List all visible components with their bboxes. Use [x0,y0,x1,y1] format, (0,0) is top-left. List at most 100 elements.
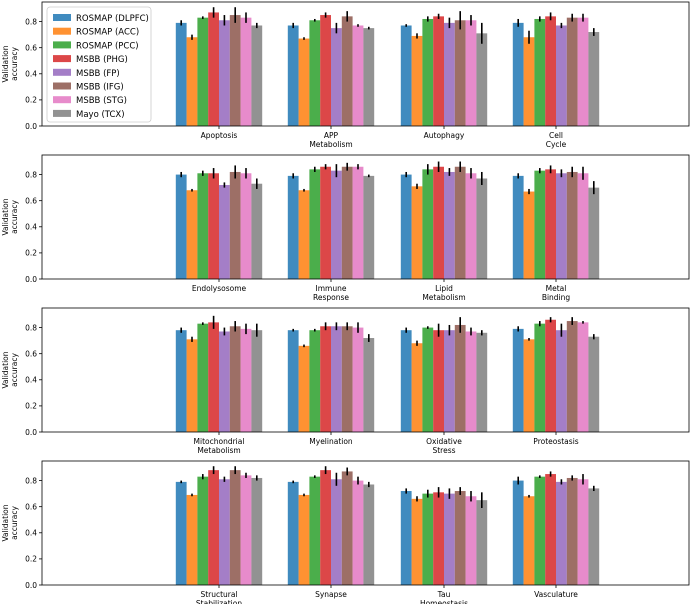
bar [577,322,589,432]
bar [422,169,434,279]
bar [422,493,434,585]
legend-label: ROSMAP (PCC) [76,41,139,51]
bar [229,171,241,279]
bar [476,332,488,432]
bar [287,175,299,279]
legend-label: MSBB (PHG) [76,55,128,65]
category-label: Tau Homeostasis [420,590,468,604]
category-label-line: Synapse [315,590,347,599]
category-label: Proteostasis [533,437,578,446]
bar [545,169,556,279]
legend-swatch [53,41,71,49]
category-label: Lipid Metabolism [422,284,465,302]
axes-frame [41,460,690,586]
category-label-line: Stress [432,446,455,455]
bar [287,481,299,585]
category-label-line: Autophagy [424,131,465,140]
y-axis-label-line: accuracy [10,200,19,234]
bar [298,494,310,585]
category-label-line: Proteostasis [533,437,578,446]
bar [444,171,455,279]
bar [588,336,600,432]
category-label-line: Metabolism [309,140,352,149]
bar [433,166,444,279]
bar [219,185,230,279]
bar [251,25,263,127]
bar [523,339,535,432]
y-tick-label: 0.6 [25,43,37,52]
category-label: Apoptosis [201,131,238,140]
legend-box [46,6,152,123]
bar [588,32,600,126]
y-tick-label: 0.8 [25,476,37,485]
bar [298,345,310,432]
legend-swatch [53,55,71,63]
axes-frame [41,307,690,433]
category-label-line: Mitochondrial [194,437,245,446]
y-tick-label: 0.8 [25,323,37,332]
category-label: Structural Stabilization [196,590,242,604]
bar [341,326,353,432]
bar [186,190,198,279]
category-label-line: Stabilization [196,599,242,604]
bar [175,174,187,279]
y-axis-label: Validationaccuracy [1,45,19,82]
bar [320,15,331,126]
category-label-line: Cell [549,131,563,140]
bar [411,343,423,432]
y-axis-label: Validationaccuracy [1,504,19,541]
bar [566,321,578,432]
bar [422,327,434,432]
bar [545,16,556,126]
y-tick-label: 0.8 [25,170,37,179]
bar [352,480,364,585]
bar [454,166,466,279]
category-label-line: Tau [437,590,451,599]
category-label-line: Apoptosis [201,131,238,140]
bar [556,173,567,279]
bar [523,496,535,585]
category-label-line: Binding [542,293,571,302]
bar [175,481,187,585]
bar [444,330,455,432]
bar [411,35,423,126]
bar [454,20,466,126]
y-tick-label: 0.0 [25,275,37,284]
y-tick-label: 0.6 [25,349,37,358]
legend-label: ROSMAP (DLPFC) [76,14,149,24]
category-label-line: Metal [546,284,567,293]
bar [331,479,342,585]
legend-swatch [53,109,71,117]
bar [444,493,455,585]
bar [534,18,546,126]
legend-swatch [53,68,71,76]
bar [352,166,364,279]
bar [240,475,252,585]
y-axis-label-line: Validation [1,198,10,235]
bar [352,327,364,432]
bar [476,33,488,126]
bar [512,175,524,279]
category-label-line: APP [324,131,339,140]
bar [186,37,198,126]
bar [331,326,342,432]
bar [197,323,209,432]
y-tick-label: 0.2 [25,96,37,105]
bar [588,488,600,585]
bar [523,191,535,279]
bar [523,37,535,126]
bar [454,324,466,432]
bar [476,500,488,585]
legend-swatch [53,27,71,35]
bar [534,476,546,585]
bar [341,471,353,585]
y-tick-label: 0.0 [25,428,37,437]
bar [444,22,455,127]
bar [341,16,353,126]
bar [287,25,299,127]
bar [556,481,567,585]
bar [331,170,342,279]
bar [433,16,444,126]
y-tick-label: 0.6 [25,196,37,205]
